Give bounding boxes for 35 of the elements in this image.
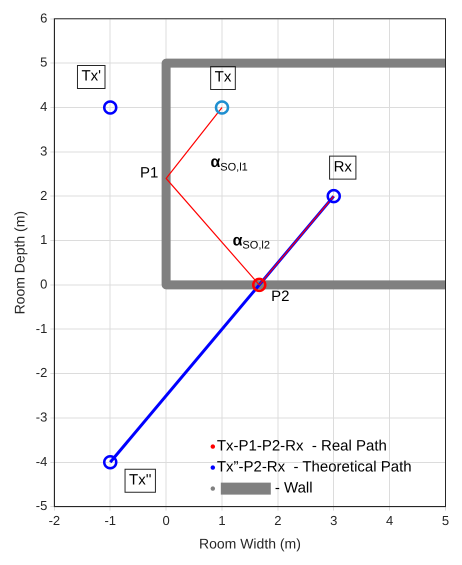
point	[102, 455, 118, 470]
annotation: Rx	[334, 158, 352, 176]
y-tick-label: 2	[40, 188, 48, 203]
x-tick-label: -1	[104, 512, 116, 528]
y-tick-label: 6	[40, 10, 48, 26]
annotation: P1	[140, 164, 158, 182]
annotation: Tx''	[129, 471, 152, 488]
annotation: Tx	[214, 68, 232, 86]
y-tick-label: 4	[40, 99, 48, 114]
y-tick-label: -1	[36, 320, 48, 336]
x-tick-label: 5	[442, 512, 450, 528]
point	[214, 100, 230, 115]
legend-label: - Wall	[274, 480, 313, 497]
annotation: P2	[271, 288, 290, 306]
x-tick-label: 0	[162, 512, 170, 528]
y-tick-label: 3	[40, 143, 48, 158]
x-axis-title: Room Width (m)	[198, 535, 301, 552]
y-tick-label: -3	[36, 409, 48, 424]
x-tick-label: 1	[218, 512, 226, 528]
legend-label: Tx”-P2-Rx - Theoretical Path	[216, 458, 412, 476]
y-tick-label: -5	[36, 498, 48, 514]
legend-label: Tx-P1-P2-Rx - Real Path	[216, 438, 387, 455]
point	[326, 188, 341, 204]
annotation: Tx'	[81, 68, 102, 85]
x-tick-label: 3	[330, 512, 338, 528]
x-tick-label: 2	[274, 512, 282, 528]
y-axis-title: Room Depth (m)	[11, 210, 28, 314]
point	[102, 100, 118, 115]
point	[252, 278, 267, 292]
x-tick-label: 4	[386, 512, 394, 528]
y-tick-label: -2	[36, 365, 48, 380]
y-tick-label: 1	[40, 232, 48, 248]
y-tick-label: -4	[36, 454, 48, 469]
y-tick-label: 0	[40, 276, 48, 292]
y-tick-label: 5	[40, 54, 48, 70]
